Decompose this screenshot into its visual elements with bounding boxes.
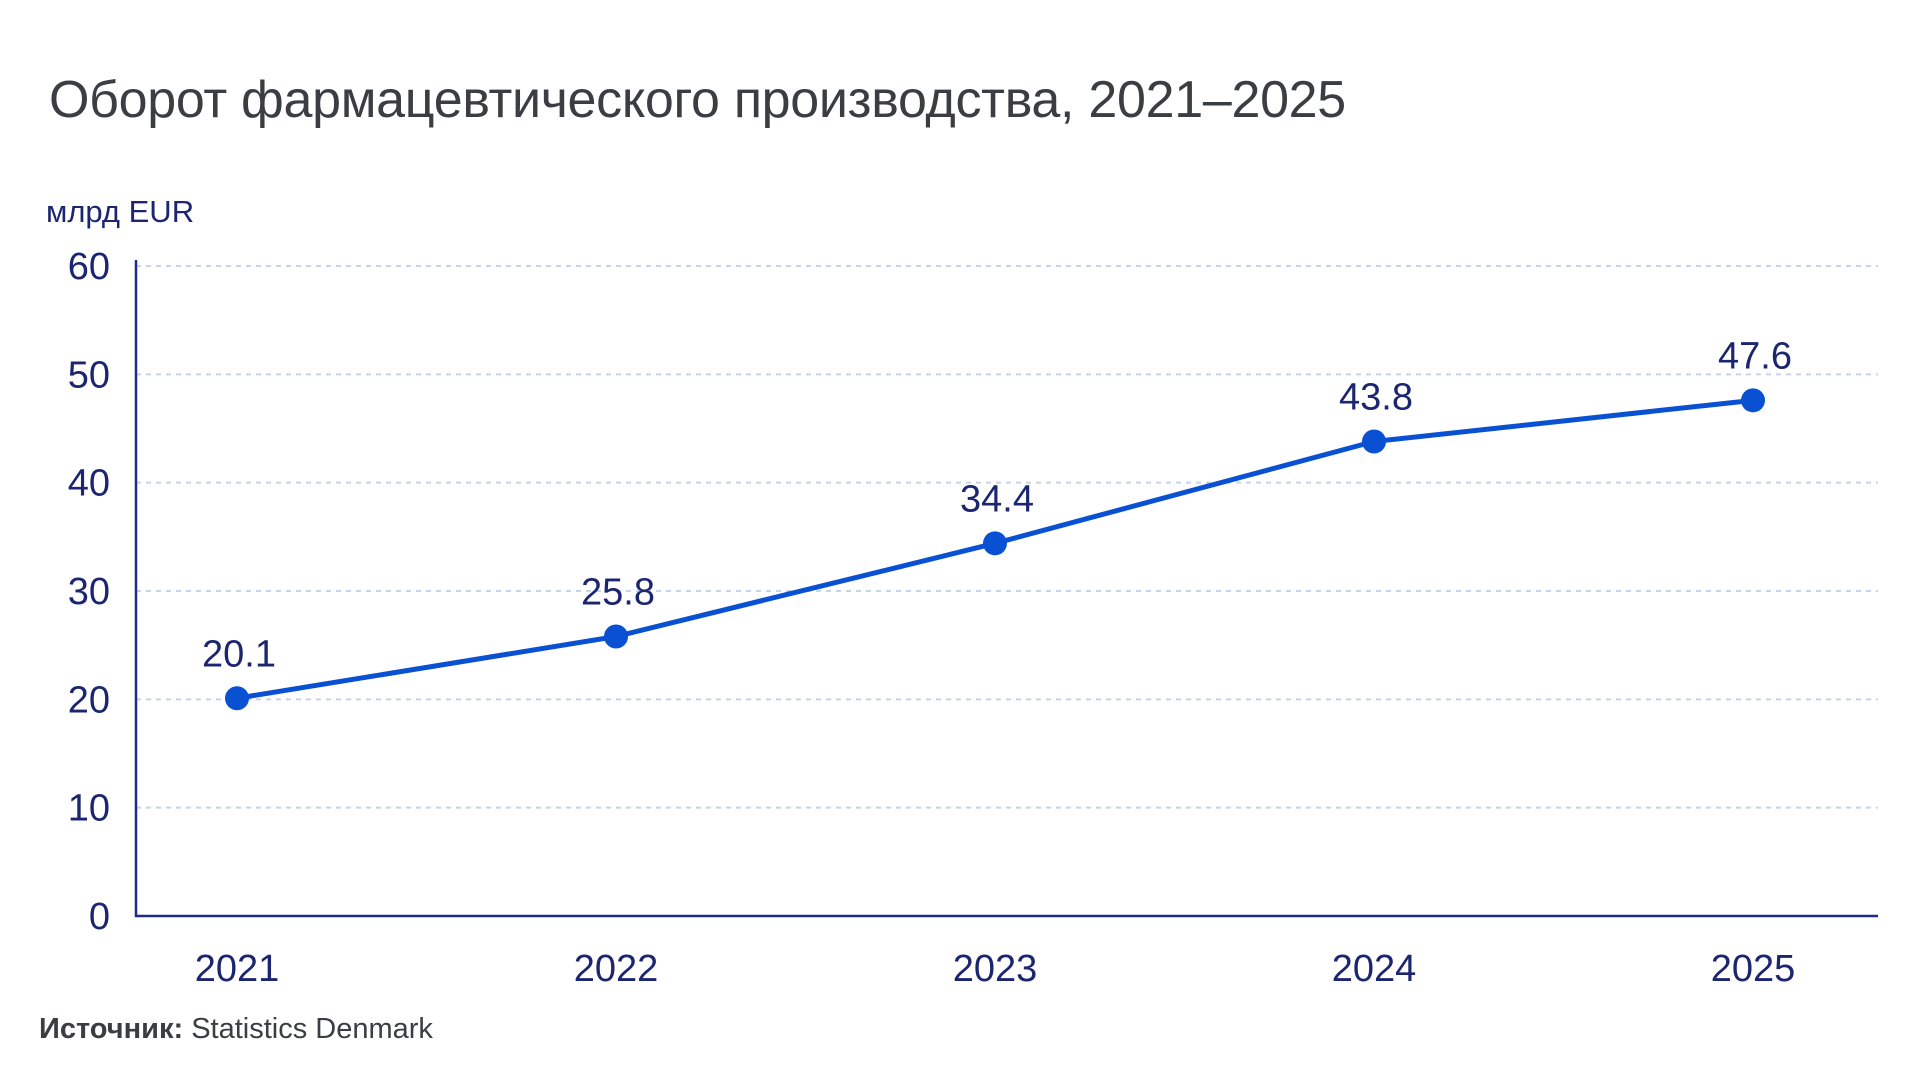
y-tick-label-40: 40 [68, 463, 110, 505]
source-note: Источник: Statistics Denmark [39, 1013, 433, 1046]
data-label-2025: 47.6 [1718, 335, 1792, 377]
y-tick-label-30: 30 [68, 571, 110, 613]
tick-labels: 0 10 20 30 40 50 60 2021 2022 2023 2024 2025 [68, 246, 1796, 990]
y-axis-title: млрд EUR [46, 194, 194, 229]
data-point-2024 [1362, 429, 1386, 454]
data-label-2023: 34.4 [960, 478, 1034, 520]
data-point-2023 [983, 531, 1007, 556]
x-tick-label-2024: 2024 [1332, 948, 1417, 990]
chart-title: Оборот фармацевтического производства, 2… [49, 71, 1346, 129]
gridlines [136, 265, 1878, 809]
data-label-2022: 25.8 [581, 572, 655, 614]
y-tick-label-0: 0 [89, 896, 110, 938]
data-label-2024: 43.8 [1339, 377, 1413, 419]
y-tick-label-20: 20 [68, 679, 110, 721]
data-point-2022 [604, 624, 628, 649]
x-tick-label-2025: 2025 [1711, 948, 1796, 990]
data-point-2021 [225, 686, 249, 711]
y-tick-label-10: 10 [68, 788, 110, 830]
data-label-2021: 20.1 [202, 633, 276, 675]
source-text: Statistics Denmark [183, 1013, 433, 1045]
data-labels: 20.1 25.8 34.4 43.8 47.6 [202, 335, 1792, 675]
y-tick-label-60: 60 [68, 246, 110, 288]
x-tick-label-2023: 2023 [953, 948, 1038, 990]
x-tick-label-2022: 2022 [574, 948, 659, 990]
source-label: Источник: [39, 1013, 184, 1045]
y-tick-label-50: 50 [68, 354, 110, 396]
axes [134, 260, 1878, 918]
data-point-2025 [1741, 388, 1765, 413]
data-series [225, 388, 1765, 711]
x-tick-label-2021: 2021 [195, 948, 280, 990]
